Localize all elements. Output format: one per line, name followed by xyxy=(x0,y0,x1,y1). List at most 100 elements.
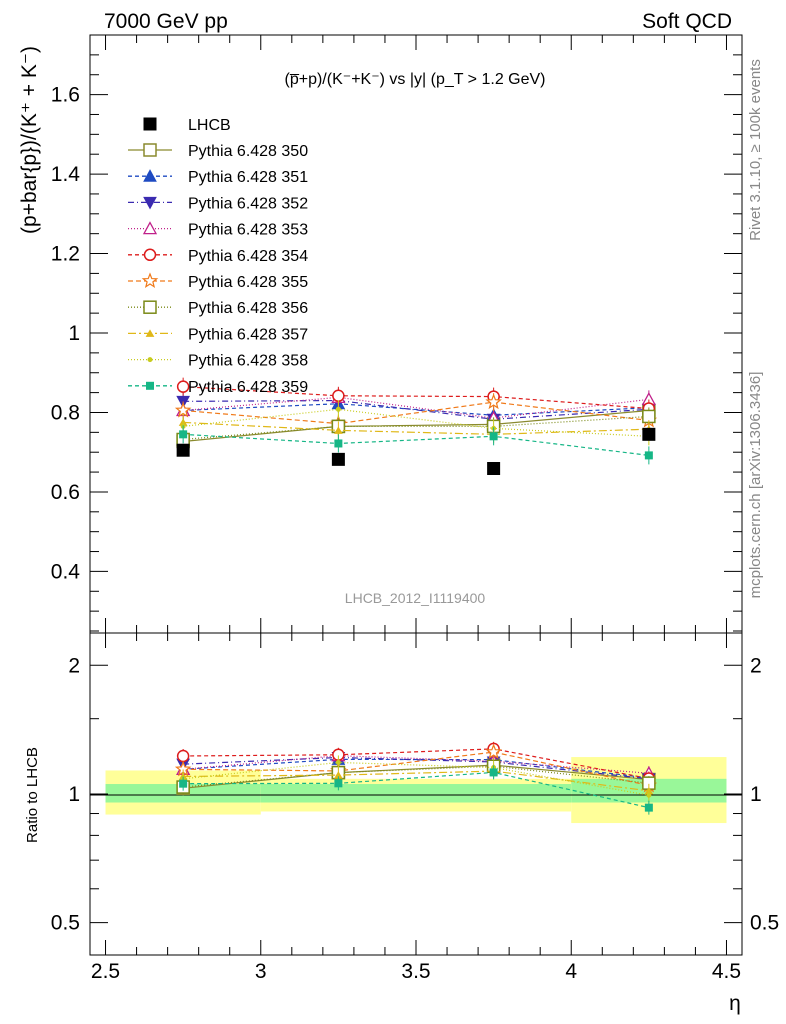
ratio-y-label: Ratio to LHCB xyxy=(24,747,41,843)
x-tick-label: 3 xyxy=(255,960,267,983)
mcplots-label: mcplots.cern.ch [arXiv:1306.3436] xyxy=(747,372,764,599)
legend-label-data: LHCB xyxy=(188,117,231,134)
legend-entry-data: LHCB xyxy=(143,117,231,134)
ratio-series-359 xyxy=(179,765,653,815)
y-tick-label: 0.8 xyxy=(51,401,80,424)
series-357-point xyxy=(334,426,343,434)
legend-entry-350: Pythia 6.428 350 xyxy=(128,143,308,160)
series-357 xyxy=(178,413,654,444)
y-tick-label: 1 xyxy=(68,322,80,345)
y-tick-label: 1.6 xyxy=(51,84,80,107)
series-359-point xyxy=(644,451,653,460)
legend-entry-351-marker xyxy=(143,169,157,182)
y-tick-label: 1.2 xyxy=(51,243,80,266)
y-tick-label: 1.4 xyxy=(51,163,81,186)
x-tick-label: 2.5 xyxy=(91,960,120,983)
legend-entry-359-marker xyxy=(146,381,154,390)
series-354-point xyxy=(176,380,190,393)
legend-entry-357-marker xyxy=(145,329,155,337)
series-357-line xyxy=(183,421,649,435)
legend-marker-data xyxy=(143,117,157,131)
main-axis-ticks: 0.4 0.6 0.8 1 1.2 1.4 1.6 xyxy=(51,34,742,633)
ratio-series-354-point xyxy=(176,749,190,763)
legend-entry-359: Pythia 6.428 359 xyxy=(128,379,308,396)
ratio-series-354-line xyxy=(183,748,649,780)
ratio-series-359-point xyxy=(644,803,653,812)
y-tick-label: 0.6 xyxy=(51,481,80,504)
legend-entry-355-label: Pythia 6.428 355 xyxy=(188,274,308,291)
series-358-point xyxy=(335,406,341,412)
data-point xyxy=(331,452,345,466)
ratio-series-359-point xyxy=(489,768,498,777)
legend-entry-357: Pythia 6.428 357 xyxy=(128,326,308,343)
ratio-series-351-line xyxy=(183,758,649,779)
legend-entry-351-label: Pythia 6.428 351 xyxy=(188,169,308,186)
legend-entry-358-marker xyxy=(147,357,153,363)
ratio-series-355-point xyxy=(485,743,502,760)
ratio-series-359-line xyxy=(183,771,649,809)
legend-entry-355: Pythia 6.428 355 xyxy=(128,272,308,291)
x-tick-label: 4 xyxy=(565,960,577,983)
plot-title: (p̅+p)/(K⁻+K⁻) vs |y| (p_T > 1.2 GeV) xyxy=(285,71,546,88)
legend-entry-352: Pythia 6.428 352 xyxy=(128,195,308,212)
legend-entry-353: Pythia 6.428 353 xyxy=(128,221,308,239)
legend-entry-354: Pythia 6.428 354 xyxy=(128,248,308,265)
header-right: Soft QCD xyxy=(642,10,732,33)
ratio-y-tick-label: 0.5 xyxy=(51,912,80,935)
ratio-bands xyxy=(105,757,727,824)
x-tick-label: 3.5 xyxy=(401,960,430,983)
legend-entry-358-label: Pythia 6.428 358 xyxy=(188,353,308,370)
ratio-series-358-line xyxy=(183,761,649,796)
series-353-line xyxy=(183,396,649,419)
ratio-panel: 2.5 3 3.5 4 4.5 0.5 0.5 1 1 2 2 Ratio to LHCB η xyxy=(24,632,779,1015)
legend-entry-357-label: Pythia 6.428 357 xyxy=(188,326,308,343)
data-point xyxy=(487,462,501,476)
legend-entry-352-label: Pythia 6.428 352 xyxy=(188,195,308,212)
series-355-line xyxy=(183,401,649,425)
legend-entry-354-marker xyxy=(143,248,157,262)
legend-entry-353-marker xyxy=(142,221,158,235)
series-351-line xyxy=(183,403,649,416)
legend-entry-356-label: Pythia 6.428 356 xyxy=(188,300,308,317)
series-355-point xyxy=(485,393,502,410)
ratio-y-tick-label-right: 1 xyxy=(750,783,762,806)
series-359-point xyxy=(179,430,188,439)
legend-entry-359-label: Pythia 6.428 359 xyxy=(188,379,308,396)
ratio-series-350-line xyxy=(183,764,649,789)
series-359-line xyxy=(183,433,649,456)
ratio-series-355-line xyxy=(183,751,649,787)
ratio-series-358-point xyxy=(335,759,341,765)
legend-entry-350-label: Pythia 6.428 350 xyxy=(188,143,308,160)
series-359 xyxy=(179,425,653,465)
ratio-series-359-point xyxy=(334,779,343,788)
y-tick-label: 0.4 xyxy=(51,560,81,583)
legend: LHCB Pythia 6.428 350 Pythia 6.428 351 Pyth… xyxy=(128,117,308,396)
series-354-point xyxy=(332,389,345,403)
legend-entry-358: Pythia 6.428 358 xyxy=(128,353,308,370)
legend-entry-355-marker xyxy=(141,272,159,289)
data-point xyxy=(176,443,190,457)
header-left: 7000 GeV pp xyxy=(104,10,228,33)
data-points xyxy=(176,427,656,476)
ratio-band-inner xyxy=(260,784,572,803)
ratio-y-tick-label-right: 2 xyxy=(750,654,762,677)
legend-entry-356: Pythia 6.428 356 xyxy=(128,300,308,317)
legend-entry-351: Pythia 6.428 351 xyxy=(128,169,308,186)
x-axis-label: η xyxy=(729,992,741,1015)
series-355 xyxy=(174,393,658,433)
rivet-label: Rivet 3.1.10, ≥ 100k events xyxy=(747,59,764,241)
analysis-id: LHCB_2012_I1119400 xyxy=(345,590,486,606)
data-point xyxy=(642,427,656,441)
series-350-line xyxy=(183,409,649,443)
ratio-series-359-point xyxy=(179,779,188,788)
ratio-y-tick-label: 2 xyxy=(68,654,80,677)
legend-entry-352-marker xyxy=(143,196,157,210)
ratio-series-layer xyxy=(174,741,658,815)
series-358-line xyxy=(183,408,649,437)
legend-entry-356-marker xyxy=(143,300,157,314)
series-351 xyxy=(176,394,656,425)
series-356 xyxy=(176,407,656,449)
legend-entry-354-label: Pythia 6.428 354 xyxy=(188,248,308,265)
legend-entry-353-label: Pythia 6.428 353 xyxy=(188,222,308,239)
